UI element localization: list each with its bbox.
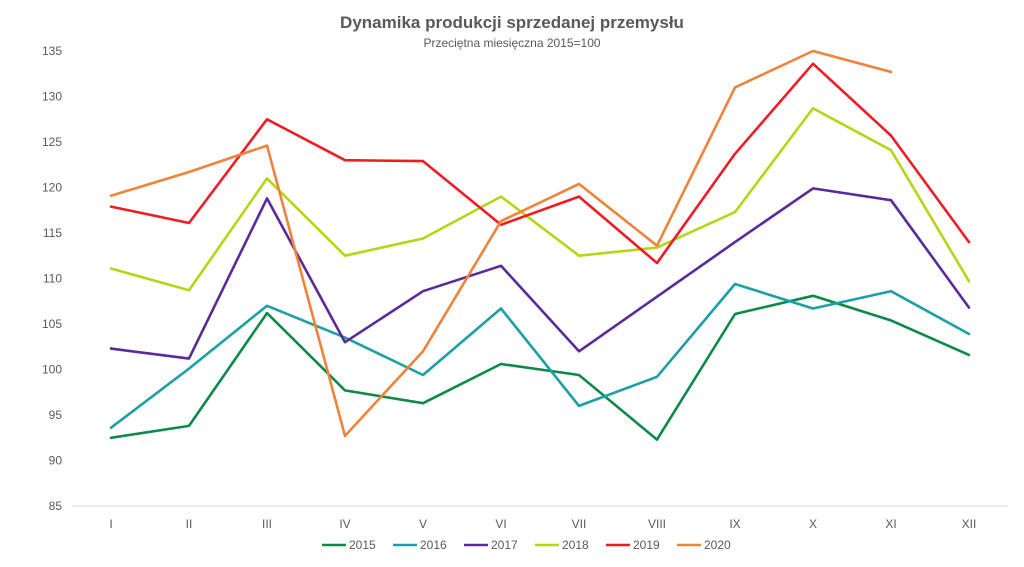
series-line-2018 (109, 107, 971, 292)
plot-series (109, 49, 971, 441)
y-tick-label: 125 (42, 135, 62, 149)
legend-item: 2015 (322, 538, 376, 552)
legend-label: 2015 (349, 538, 376, 552)
y-tick-label: 95 (49, 408, 63, 422)
x-tick-label: VIII (648, 517, 666, 531)
y-tick-label: 115 (43, 226, 62, 240)
legend: 2015 2016 2017 2018 2019 2020 (322, 538, 731, 552)
legend-label: 2017 (491, 538, 518, 552)
series-line-2015 (109, 294, 971, 441)
x-tick-label: XI (885, 517, 896, 531)
series-line-2019 (109, 62, 971, 265)
legend-label: 2016 (420, 538, 447, 552)
y-tick-label: 100 (42, 363, 62, 377)
y-axis: 85 90 95 100 105 110 115 120 125 130 135 (42, 44, 62, 513)
series-line-2016 (109, 282, 971, 430)
y-tick-label: 110 (43, 272, 62, 286)
y-tick-label: 90 (49, 454, 63, 468)
x-tick-label: II (186, 517, 193, 531)
y-tick-label: 85 (49, 499, 63, 513)
legend-item: 2020 (677, 538, 731, 552)
y-tick-label: 135 (42, 44, 62, 58)
x-tick-label: I (109, 517, 112, 531)
legend-item: 2016 (393, 538, 447, 552)
x-tick-label: V (419, 517, 427, 531)
legend-label: 2020 (704, 538, 731, 552)
chart-subtitle: Przeciętna miesięczna 2015=100 (423, 36, 600, 50)
x-tick-label: IV (339, 517, 350, 531)
x-tick-label: VI (495, 517, 506, 531)
x-tick-label: VII (572, 517, 587, 531)
y-tick-label: 130 (42, 90, 62, 104)
series-line-2017 (109, 187, 971, 360)
legend-item: 2019 (606, 538, 660, 552)
y-tick-label: 105 (42, 317, 62, 331)
legend-label: 2019 (633, 538, 660, 552)
y-tick-label: 120 (42, 181, 62, 195)
x-tick-label: X (809, 517, 817, 531)
legend-item: 2018 (535, 538, 589, 552)
x-tick-label: III (262, 517, 272, 531)
series-line-2020 (109, 49, 893, 438)
x-tick-label: IX (729, 517, 740, 531)
chart-title: Dynamika produkcji sprzedanej przemysłu (340, 13, 684, 32)
x-tick-label: XII (962, 517, 977, 531)
legend-label: 2018 (562, 538, 589, 552)
legend-item: 2017 (464, 538, 518, 552)
x-axis: I II III IV V VI VII VIII IX X XI XII (72, 505, 1008, 531)
